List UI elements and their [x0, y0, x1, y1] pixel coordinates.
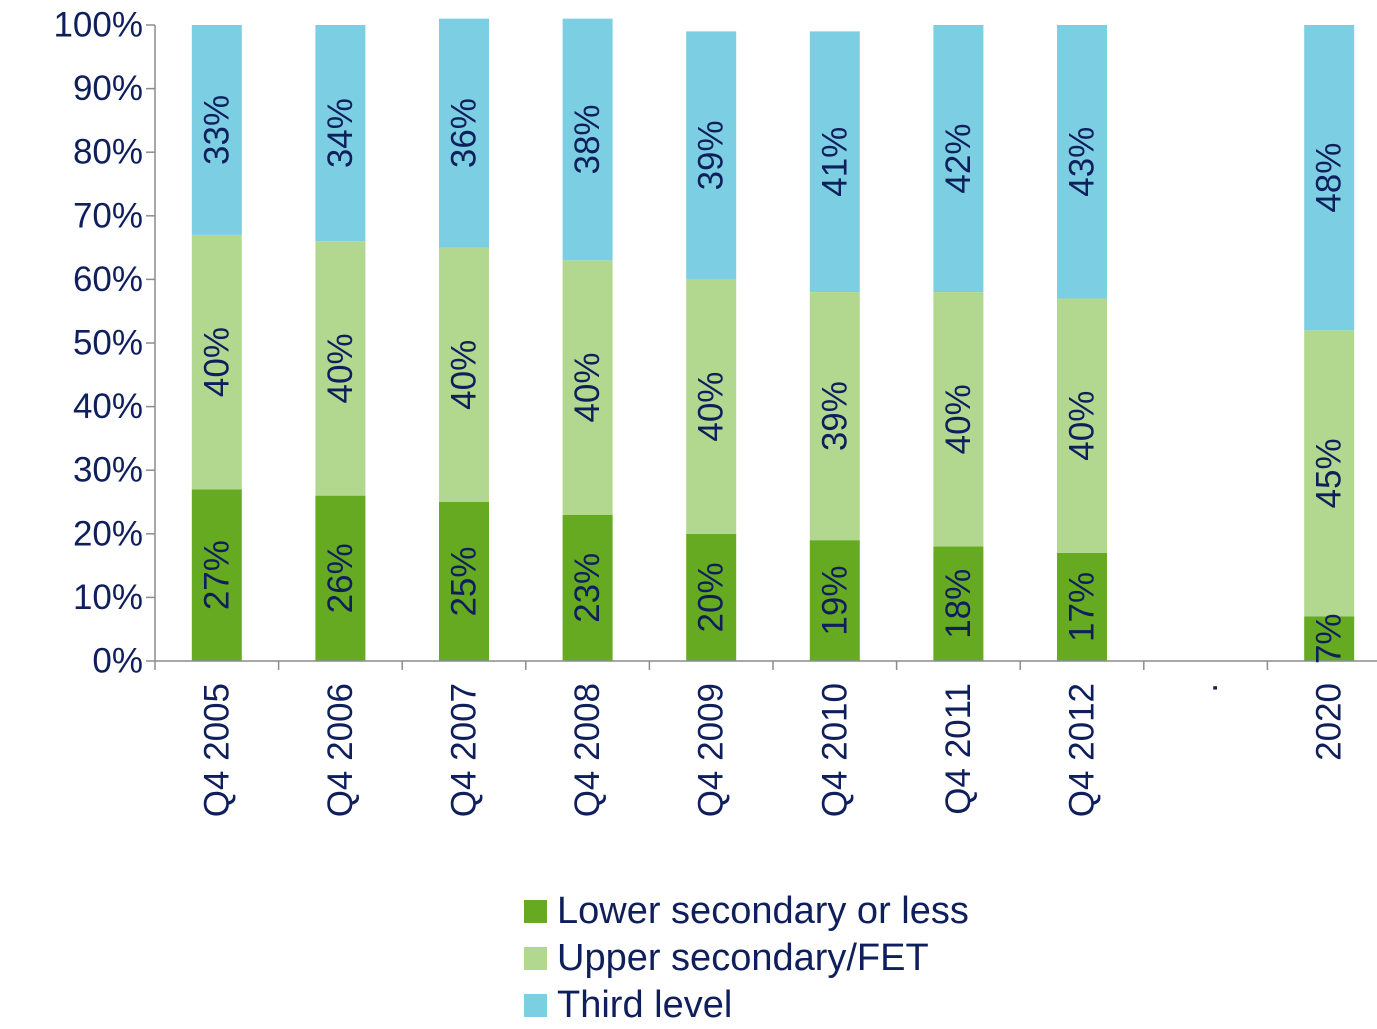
bar-upper-secondary-fet-q4-2008 [562, 260, 613, 515]
bar-third-level-q4-2010 [809, 31, 860, 293]
data-label-lower-secondary-or-less-2020: 7% [1310, 613, 1349, 664]
data-label-third-level-q4-2008: 38% [568, 104, 607, 174]
labels-layer: 27% 40% 33% 26% 40% 34% 25% 40% 36% 23% 40% 38% 20% 4… [53, 6, 1348, 818]
data-label-upper-secondary-fet-q4-2009: 40% [692, 372, 731, 442]
data-label-upper-secondary-fet-q4-2005: 40% [197, 327, 236, 397]
bar-third-level-q4-2011 [933, 25, 984, 293]
bar-third-level-q4-2008 [562, 18, 613, 261]
data-label-third-level-q4-2005: 33% [197, 95, 236, 165]
data-label-lower-secondary-or-less-q4-2006: 26% [321, 543, 360, 613]
data-label-lower-secondary-or-less-q4-2012: 17% [1063, 572, 1102, 642]
bar-lower-secondary-or-less-q4-2010 [809, 540, 860, 661]
data-label-lower-secondary-or-less-q4-2007: 25% [445, 546, 484, 616]
bar-third-level-q4-2012 [1057, 25, 1107, 299]
y-tick-label: 30% [73, 451, 143, 490]
bar-lower-secondary-or-less-2020 [1304, 616, 1355, 661]
y-tick-label: 100% [53, 6, 143, 45]
data-label-lower-secondary-or-less-q4-2005: 27% [197, 540, 236, 610]
y-tick-label: 60% [73, 260, 143, 299]
data-label-third-level-q4-2006: 34% [321, 98, 360, 168]
bar-third-level-2020 [1304, 25, 1355, 331]
bar-upper-secondary-fet-2020 [1304, 330, 1355, 617]
data-label-upper-secondary-fet-q4-2008: 40% [568, 352, 607, 422]
bar-lower-secondary-or-less-q4-2011 [933, 546, 984, 661]
bar-lower-secondary-or-less-q4-2006 [315, 495, 366, 661]
bars-layer [191, 18, 1355, 661]
y-tick-label: 10% [73, 578, 143, 617]
legend-label-lower-secondary: Lower secondary or less [557, 890, 969, 932]
y-tick-label: 90% [73, 69, 143, 108]
bar-third-level-q4-2006 [315, 25, 366, 242]
axes-layer [146, 24, 1377, 670]
legend-swatch-lower-secondary [524, 900, 547, 923]
y-tick-label: 40% [73, 387, 143, 426]
legend-label-third-level: Third level [557, 984, 733, 1026]
bar-upper-secondary-fet-q4-2006 [315, 241, 366, 496]
bar-lower-secondary-or-less-q4-2008 [562, 514, 613, 661]
legend-label-upper-secondary: Upper secondary/FET [557, 937, 929, 979]
data-label-third-level-q4-2007: 36% [445, 98, 484, 168]
legend-item-third-level: Third level [524, 982, 969, 1029]
x-category-label-q4-2012: Q4 2012 [1063, 683, 1102, 817]
data-label-upper-secondary-fet-2020: 45% [1310, 438, 1349, 508]
bar-lower-secondary-or-less-q4-2005 [191, 489, 242, 661]
bar-upper-secondary-fet-q4-2011 [933, 292, 984, 547]
legend-item-lower-secondary: Lower secondary or less [524, 888, 969, 935]
data-label-upper-secondary-fet-q4-2010: 39% [815, 381, 854, 451]
y-tick-label: 70% [73, 196, 143, 235]
bar-third-level-q4-2005 [191, 25, 242, 235]
x-category-label-q4-2010: Q4 2010 [815, 683, 854, 817]
x-category-label-2020: 2020 [1310, 683, 1349, 761]
x-category-label-gap: . [1186, 683, 1225, 693]
x-category-label-q4-2009: Q4 2009 [692, 683, 731, 817]
y-tick-label: 0% [92, 642, 143, 681]
bar-upper-secondary-fet-q4-2009 [686, 279, 737, 534]
y-tick-label: 50% [73, 324, 143, 363]
bar-lower-secondary-or-less-q4-2009 [686, 533, 737, 661]
data-label-lower-secondary-or-less-q4-2010: 19% [815, 566, 854, 636]
data-label-upper-secondary-fet-q4-2011: 40% [939, 384, 978, 454]
data-label-third-level-q4-2009: 39% [692, 120, 731, 190]
x-category-label-q4-2011: Q4 2011 [939, 683, 978, 815]
data-label-lower-secondary-or-less-q4-2011: 18% [939, 569, 978, 639]
legend-swatch-upper-secondary [524, 947, 547, 970]
bar-upper-secondary-fet-q4-2005 [191, 234, 242, 490]
x-category-label-q4-2007: Q4 2007 [445, 683, 484, 817]
bar-lower-secondary-or-less-q4-2012 [1057, 552, 1107, 661]
legend-item-upper-secondary: Upper secondary/FET [524, 935, 969, 982]
data-label-upper-secondary-fet-q4-2007: 40% [445, 340, 484, 410]
data-label-lower-secondary-or-less-q4-2009: 20% [692, 562, 731, 632]
y-tick-label: 80% [73, 133, 143, 172]
data-label-third-level-2020: 48% [1310, 143, 1349, 213]
bar-third-level-q4-2007 [439, 18, 489, 248]
y-tick-label: 20% [73, 514, 143, 553]
legend: Lower secondary or less Upper secondary/… [524, 888, 969, 1029]
bar-upper-secondary-fet-q4-2010 [809, 292, 860, 541]
x-category-label-q4-2005: Q4 2005 [197, 683, 236, 817]
legend-swatch-third-level [524, 994, 547, 1017]
bar-upper-secondary-fet-q4-2007 [439, 247, 489, 502]
bar-lower-secondary-or-less-q4-2007 [439, 502, 489, 661]
data-label-upper-secondary-fet-q4-2012: 40% [1063, 391, 1102, 461]
data-label-third-level-q4-2010: 41% [815, 127, 854, 197]
data-label-third-level-q4-2011: 42% [939, 124, 978, 194]
data-label-third-level-q4-2012: 43% [1063, 127, 1102, 197]
bar-third-level-q4-2009 [686, 31, 737, 280]
data-label-upper-secondary-fet-q4-2006: 40% [321, 333, 360, 403]
bar-upper-secondary-fet-q4-2012 [1057, 298, 1107, 553]
data-label-lower-secondary-or-less-q4-2008: 23% [568, 553, 607, 623]
x-category-label-q4-2006: Q4 2006 [321, 683, 360, 817]
x-category-label-q4-2008: Q4 2008 [568, 683, 607, 817]
